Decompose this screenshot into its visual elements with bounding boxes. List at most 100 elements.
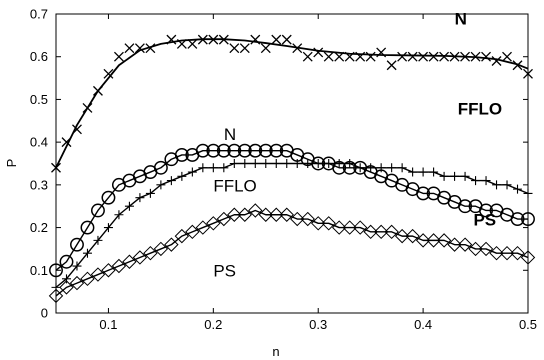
data-point-x	[239, 43, 250, 54]
data-point-plus	[492, 180, 502, 190]
data-point-plus	[460, 171, 470, 181]
data-point-diamond	[405, 228, 420, 244]
data-point-x	[386, 60, 397, 71]
data-point-plus	[439, 171, 449, 181]
y-tick-label: 0.6	[30, 49, 48, 64]
data-point-circle	[91, 203, 105, 218]
data-point-plus	[345, 159, 355, 168]
data-point-diamond	[300, 211, 315, 227]
data-point-diamond	[185, 224, 200, 240]
series-diamond-4	[48, 203, 536, 304]
series-line	[55, 162, 529, 288]
data-point-plus	[366, 163, 376, 173]
data-point-diamond	[237, 207, 253, 222]
data-point-circle	[59, 254, 74, 269]
data-point-circle	[101, 190, 116, 205]
data-point-x	[145, 43, 156, 54]
data-point-diamond	[153, 241, 169, 257]
annotation-label: FFLO	[458, 99, 502, 118]
data-point-diamond	[468, 241, 483, 257]
series-line	[55, 38, 529, 169]
data-point-diamond	[195, 220, 211, 235]
data-point-circle	[227, 143, 242, 158]
annotation-label: N	[455, 10, 467, 29]
data-point-diamond	[321, 216, 336, 231]
data-point-plus	[523, 188, 533, 198]
data-point-x	[113, 51, 124, 62]
data-point-diamond	[311, 216, 326, 231]
x-tick-label: 0.1	[99, 317, 117, 332]
data-point-plus	[355, 163, 365, 173]
data-point-x	[134, 43, 145, 54]
data-point-plus	[502, 180, 512, 190]
data-point-plus	[282, 159, 292, 168]
y-tick-label: 0.2	[30, 220, 48, 235]
data-point-diamond	[122, 254, 137, 269]
data-point-diamond	[394, 228, 410, 244]
data-point-circle	[195, 143, 210, 158]
x-tick-label: 0.2	[204, 317, 222, 332]
data-point-plus	[135, 193, 145, 203]
data-point-circle	[216, 143, 231, 158]
data-point-circle	[248, 143, 263, 158]
data-point-diamond	[59, 280, 74, 295]
data-point-plus	[198, 163, 208, 173]
data-point-plus	[387, 163, 397, 173]
data-point-x	[502, 51, 512, 62]
data-point-x	[271, 34, 282, 45]
data-point-diamond	[457, 237, 473, 252]
data-point-diamond	[132, 250, 148, 265]
data-point-plus	[229, 159, 239, 168]
data-point-diamond	[489, 245, 504, 261]
data-point-diamond	[499, 245, 515, 261]
data-point-circle	[80, 220, 95, 235]
data-point-plus	[93, 235, 103, 245]
data-point-plus	[397, 163, 407, 173]
data-point-x	[418, 51, 429, 62]
data-point-plus	[177, 171, 187, 181]
data-point-circle	[458, 199, 473, 214]
data-point-diamond	[520, 250, 536, 265]
data-point-diamond	[164, 237, 179, 252]
series-plus-3	[51, 159, 533, 292]
data-point-diamond	[227, 207, 242, 222]
data-point-circle	[269, 143, 284, 158]
annotation-label: PS	[473, 210, 496, 229]
data-point-x	[428, 51, 439, 62]
data-point-plus	[481, 176, 491, 186]
data-point-x	[523, 68, 533, 79]
data-point-plus	[166, 176, 176, 186]
annotation-label: N	[224, 125, 236, 144]
data-point-diamond	[352, 220, 368, 235]
data-point-diamond	[101, 263, 116, 278]
x-tick-label: 0.3	[309, 317, 327, 332]
data-point-plus	[187, 167, 197, 177]
data-point-diamond	[206, 216, 221, 231]
data-point-circle	[153, 160, 168, 175]
series-circle-2	[49, 143, 535, 278]
data-point-plus	[72, 261, 82, 271]
data-point-plus	[292, 159, 302, 168]
data-point-x	[481, 51, 492, 62]
data-point-diamond	[384, 224, 399, 240]
data-point-plus	[471, 176, 481, 186]
data-point-plus	[82, 248, 92, 258]
data-point-plus	[303, 159, 313, 168]
data-point-diamond	[342, 220, 357, 235]
data-point-diamond	[447, 237, 462, 252]
data-point-x	[229, 43, 240, 54]
data-point-plus	[51, 282, 61, 292]
data-point-diamond	[363, 224, 378, 240]
data-point-circle	[258, 143, 273, 158]
data-point-diamond	[415, 233, 431, 248]
data-point-circle	[416, 186, 431, 201]
y-tick-label: 0	[41, 306, 48, 321]
series-line	[55, 209, 529, 297]
data-point-x	[491, 56, 502, 66]
data-point-x	[260, 43, 271, 54]
data-point-plus	[408, 167, 418, 177]
data-point-x	[302, 51, 313, 62]
data-point-circle	[174, 148, 189, 162]
data-point-circle	[521, 212, 535, 226]
